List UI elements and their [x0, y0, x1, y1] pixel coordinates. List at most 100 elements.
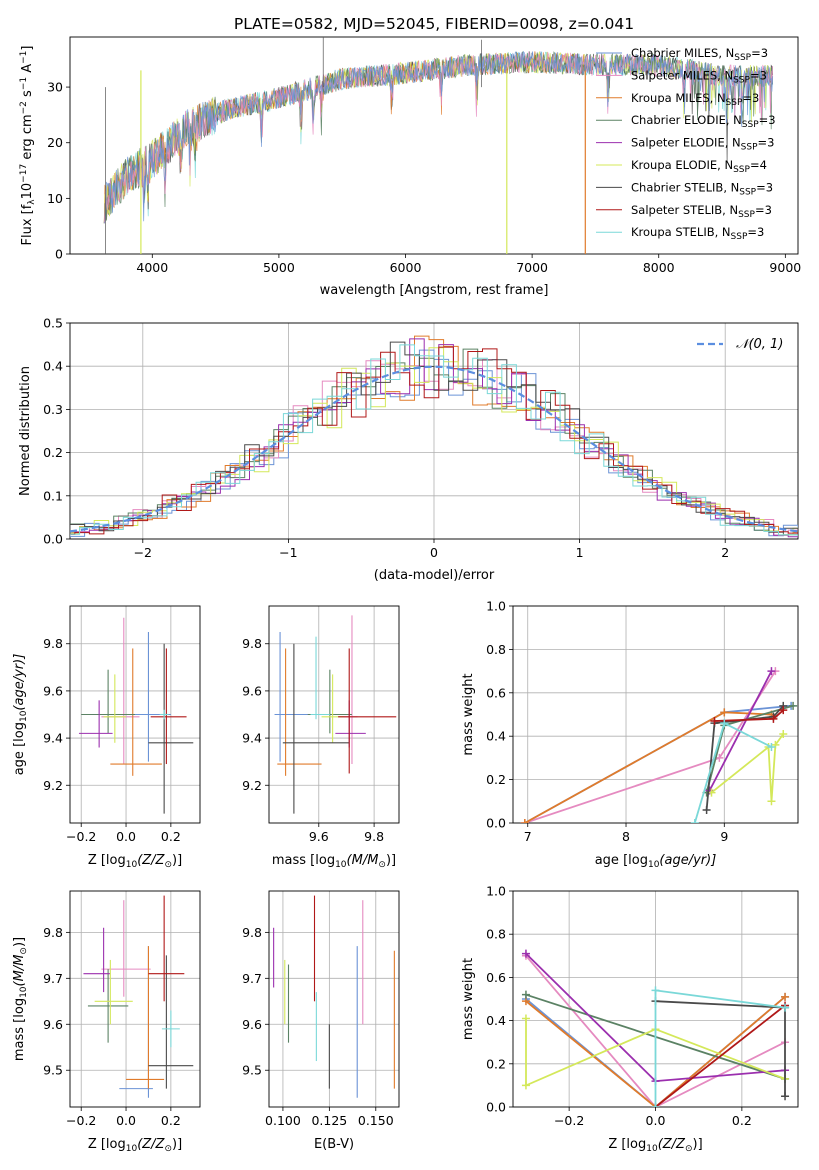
- spectrum-salpeter_miles: [103, 51, 774, 224]
- x-tick-label: 6000: [390, 260, 422, 275]
- histogram-kroupa_miles: [70, 335, 798, 536]
- label-part: ⊙: [378, 860, 386, 870]
- plot-frame: [69, 605, 201, 824]
- x-axis-label: E(B-V): [314, 1137, 354, 1152]
- y-tick-label: 9.6: [242, 1017, 262, 1032]
- y-axis-label: age [log10(age/yr)]: [12, 654, 29, 776]
- label-part: =3: [759, 113, 776, 127]
- weight-line-salpeter_miles: [525, 955, 786, 1107]
- x-tick-label: 9.8: [364, 829, 384, 844]
- label-part: age [log: [12, 722, 27, 775]
- label-part: A: [20, 64, 35, 77]
- y-tick-label: 9.8: [242, 636, 262, 651]
- label-part: Chabrier ELODIE, N: [631, 113, 742, 127]
- label-part: (age/yr)]: [12, 654, 27, 711]
- weight-line-salpeter_miles: [524, 670, 777, 823]
- axes-mass_vs_age: 9.6 9.8 9.2 9.4 9.6 9.8: [242, 605, 400, 844]
- label-part: ⊙: [164, 860, 172, 870]
- weight-marker: [781, 992, 790, 1001]
- y-axis-label: Normed distribution: [18, 366, 33, 496]
- label-part: Kroupa MILES, N: [631, 91, 726, 105]
- errorbars-ebv_vs_mass: [273, 895, 395, 1098]
- label-part: (M/M: [347, 853, 379, 868]
- label-part: SSP: [738, 210, 755, 220]
- label-part: )]: [172, 853, 182, 868]
- label-part: Salpeter ELODIE, N: [631, 136, 741, 150]
- plot-frame: [69, 890, 201, 1108]
- legend-entry: Chabrier MILES, NSSP=3: [631, 46, 768, 63]
- x-tick-label: 0.0: [116, 1113, 136, 1128]
- x-tick-label: 0.100: [265, 1113, 301, 1128]
- weight-line-kroupa_miles: [525, 996, 786, 1107]
- axes-age_vs_weight: 7 8 9 0.0 0.2 0.4 0.6 0.8 1.0: [486, 599, 799, 844]
- x-axis-label: Z [log10(Z/Z⊙)]: [88, 1137, 182, 1154]
- y-tick-label: 0.0: [43, 532, 63, 547]
- y-tick-label: 0.8: [486, 927, 506, 942]
- label-part: =3: [758, 136, 775, 150]
- label-part: Kroupa ELODIE, N: [631, 158, 733, 172]
- legend-entry: 𝒩(0, 1): [736, 337, 783, 352]
- errorbars-Z_vs_age: [78, 617, 194, 814]
- normal-curve: [70, 365, 798, 533]
- x-tick-label: 0.2: [732, 1113, 752, 1128]
- x-tick-label: 0.125: [311, 1113, 347, 1128]
- y-tick-label: 10: [47, 191, 63, 206]
- weight-marker: [715, 753, 724, 762]
- y-tick-label: 9.7: [43, 971, 63, 986]
- y-tick-label: 9.8: [242, 925, 262, 940]
- y-axis-label: mass weight: [461, 673, 476, 755]
- errorbars-Z_vs_mass: [83, 895, 194, 1098]
- legend-entry: Chabrier ELODIE, NSSP=3: [631, 113, 776, 130]
- y-tick-label: 0.0: [486, 816, 506, 831]
- label-part: Z [log: [88, 1137, 126, 1152]
- label-part: −1: [19, 51, 29, 64]
- charts-layer: 4000 5000 6000 7000 8000 90000102030wavelengt…: [12, 36, 801, 1154]
- y-tick-label: 9.2: [242, 778, 262, 793]
- weight-marker: [521, 949, 530, 958]
- y-tick-label: 0.4: [486, 729, 506, 744]
- y-tick-label: 0: [55, 247, 63, 262]
- label-part: )]: [693, 1137, 703, 1152]
- label-part: (Z/Z: [137, 1137, 165, 1152]
- label-part: SSP: [731, 232, 748, 242]
- label-part: =3: [750, 68, 767, 82]
- label-part: =3: [755, 203, 772, 217]
- label-part: )]: [386, 853, 396, 868]
- label-part: 10: [335, 860, 347, 870]
- weight-marker: [767, 743, 776, 752]
- y-axis-label: mass [log10(M/M⊙)]: [12, 937, 29, 1061]
- weight-marker: [521, 990, 530, 999]
- x-tick-label: −0.2: [66, 829, 96, 844]
- label-part: =4: [750, 158, 767, 172]
- y-tick-label: 0.1: [43, 488, 63, 503]
- label-part: 10: [126, 1144, 138, 1154]
- y-tick-label: 9.6: [43, 1017, 63, 1032]
- label-part: SSP: [733, 75, 750, 85]
- plot-frame: [512, 605, 799, 824]
- label-part: ⊙: [19, 947, 29, 955]
- x-tick-label: 1: [576, 545, 584, 560]
- label-part: Chabrier STELIB, N: [631, 180, 739, 194]
- weight-marker: [779, 706, 788, 715]
- weight-marker: [710, 717, 719, 726]
- x-axis-label: mass [log10(M/M⊙)]: [272, 853, 396, 870]
- weight-marker: [781, 1092, 790, 1101]
- label-part: mass [log: [272, 853, 335, 868]
- label-part: (Z/Z: [658, 1137, 686, 1152]
- x-tick-label: 2: [721, 545, 729, 560]
- y-axis-label: Flux [fλ10−17 erg cm−2 s−1 A−1]: [19, 46, 37, 246]
- x-tick-label: 7: [524, 829, 532, 844]
- axes-Z_vs_mass: −0.2 0.0 0.2 9.5 9.6 9.7 9.8: [43, 890, 201, 1128]
- label-part: Flux [f: [20, 204, 35, 245]
- label-part: =3: [751, 46, 768, 60]
- y-tick-label: 9.6: [43, 683, 63, 698]
- y-tick-label: 0.6: [486, 685, 506, 700]
- label-part: 10: [19, 710, 29, 722]
- label-part: (M/M: [12, 955, 27, 987]
- label-part: =3: [742, 91, 759, 105]
- x-tick-label: 9000: [769, 260, 801, 275]
- y-tick-label: 0.0: [486, 1100, 506, 1115]
- weight-marker: [720, 708, 729, 717]
- y-tick-label: 0.2: [43, 445, 63, 460]
